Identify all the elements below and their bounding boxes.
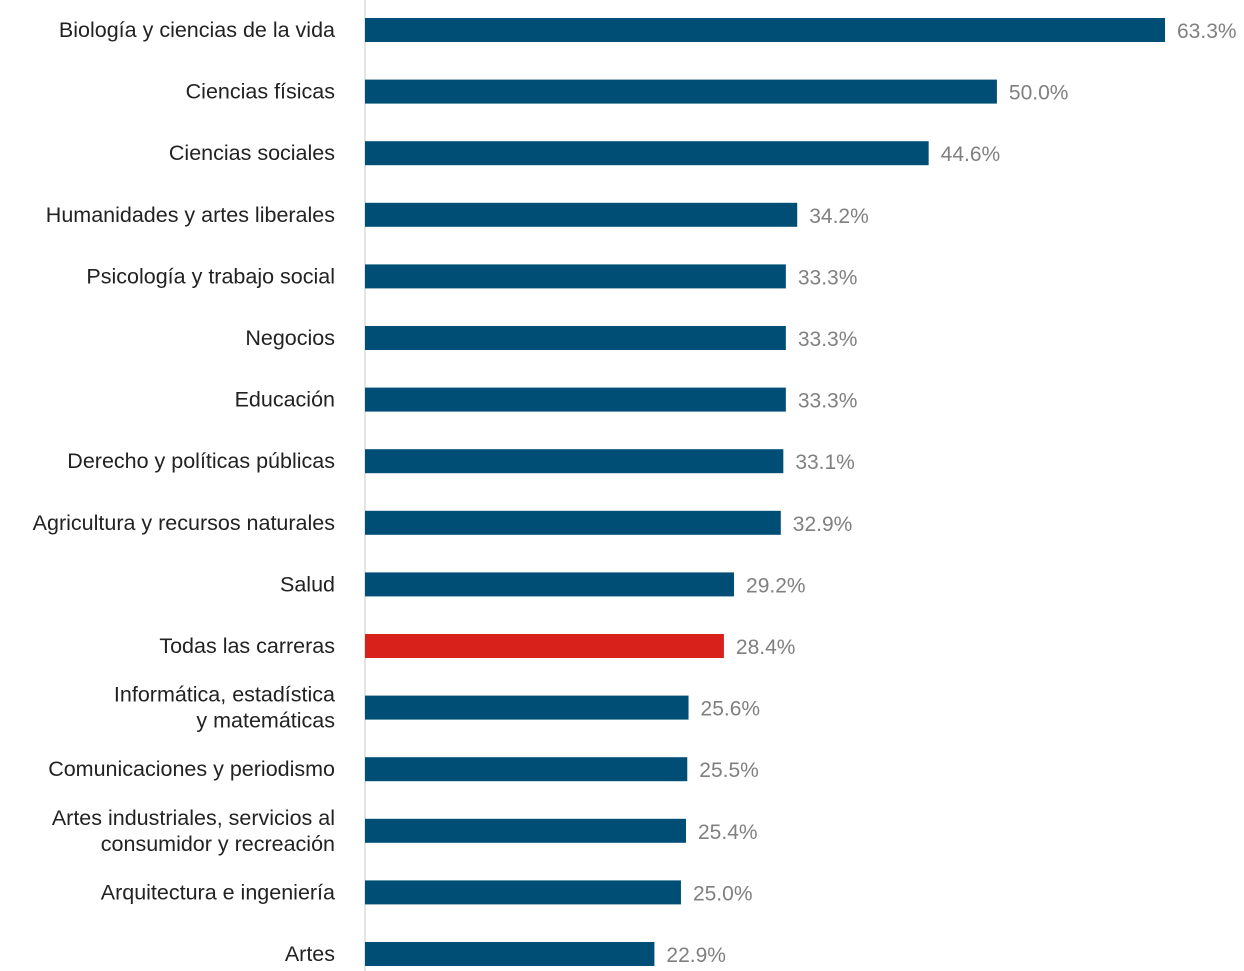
value-label-6: 33.3% — [798, 390, 858, 413]
bar-10 — [365, 634, 724, 658]
category-label-3: Humanidades y artes liberales — [46, 203, 335, 227]
bar-11 — [365, 695, 689, 720]
bar-15 — [365, 942, 655, 966]
category-label-14: Arquitectura e ingeniería — [101, 880, 335, 904]
value-label-12: 25.5% — [699, 759, 759, 782]
value-labels-group: 63.3% 50.0% 44.6% 34.2% 33.3% 33.3% 33.3% 33.1%… — [666, 20, 1236, 967]
bar-14 — [365, 880, 681, 905]
category-label-7: Derecho y políticas públicas — [67, 449, 335, 473]
category-label-8: Agricultura y recursos naturales — [33, 511, 335, 535]
category-label-2: Ciencias sociales — [169, 141, 335, 165]
bar-3 — [365, 202, 798, 227]
value-label-9: 29.2% — [746, 574, 806, 597]
value-label-4: 33.3% — [798, 266, 858, 289]
value-label-13: 25.4% — [698, 821, 758, 844]
value-label-2: 44.6% — [941, 143, 1001, 166]
category-labels-group: Biología y ciencias de la vida Ciencias f… — [33, 18, 335, 966]
category-label-4: Psicología y trabajo social — [86, 264, 335, 288]
category-label-0: Biología y ciencias de la vida — [59, 18, 335, 42]
value-label-7: 33.1% — [795, 451, 855, 474]
bar-9 — [365, 572, 735, 597]
bar-2 — [365, 141, 929, 166]
bars-group — [365, 18, 1165, 966]
value-label-14: 25.0% — [693, 882, 753, 905]
value-label-3: 34.2% — [809, 205, 869, 228]
bar-13 — [365, 818, 687, 843]
value-label-11: 25.6% — [701, 698, 761, 721]
category-label-6: Educación — [235, 388, 335, 412]
category-label-5: Negocios — [245, 326, 335, 350]
bar-4 — [365, 264, 786, 289]
category-label-11: Informática, estadística y matemáticas — [114, 683, 335, 733]
value-label-8: 32.9% — [793, 513, 853, 536]
bar-12 — [365, 757, 688, 782]
category-label-10: Todas las carreras — [159, 634, 335, 658]
value-label-10: 28.4% — [736, 636, 796, 659]
category-label-1: Ciencias físicas — [186, 80, 335, 104]
value-label-15: 22.9% — [666, 944, 726, 967]
bar-6 — [365, 387, 786, 412]
bar-8 — [365, 510, 781, 535]
category-label-9: Salud — [280, 572, 335, 596]
bar-5 — [365, 326, 786, 350]
value-label-0: 63.3% — [1177, 20, 1237, 43]
bar-1 — [365, 79, 997, 104]
category-label-12: Comunicaciones y periodismo — [48, 757, 335, 781]
value-label-1: 50.0% — [1009, 82, 1069, 105]
value-label-5: 33.3% — [798, 328, 858, 351]
bar-0 — [365, 18, 1165, 42]
category-label-15: Artes — [285, 942, 335, 966]
category-label-13: Artes industriales, servicios al consumid… — [52, 806, 335, 856]
bar-7 — [365, 449, 784, 474]
